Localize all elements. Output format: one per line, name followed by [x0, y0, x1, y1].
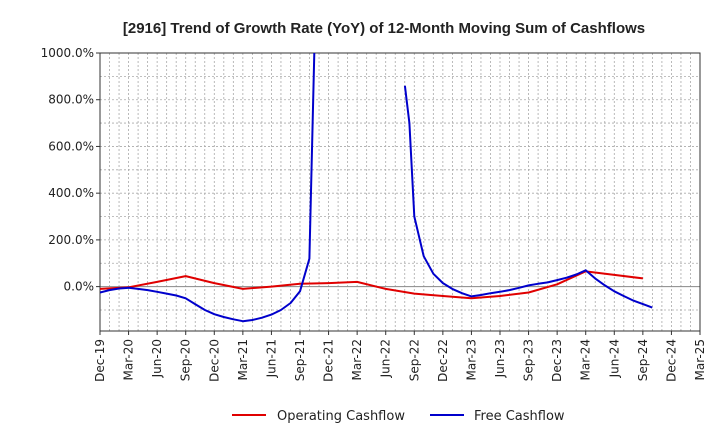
axes: 1000.0% 800.0% 600.0% 400.0% 200.0% 0.0% Dec-1…: [41, 46, 707, 382]
x-tick-label: Sep-20: [179, 339, 193, 381]
plot-frame: [99, 52, 701, 332]
x-tick-label: Mar-23: [464, 339, 478, 380]
x-tick-label: Sep-21: [293, 339, 307, 381]
x-tick-label: Dec-19: [93, 339, 107, 382]
x-tick-label: Mar-22: [350, 339, 364, 380]
series-line-free-cashflow: [100, 53, 653, 323]
chart-title: [2916] Trend of Growth Rate (YoY) of 12-…: [123, 20, 645, 37]
x-tick-label: Sep-23: [522, 339, 536, 381]
x-tick-label: Mar-25: [693, 339, 707, 380]
x-tick-label: Mar-24: [579, 339, 593, 380]
y-tick-label: 0.0%: [64, 280, 95, 294]
x-tick-label: Jun-20: [150, 339, 164, 378]
legend-label-operating-cashflow: Operating Cashflow: [277, 409, 405, 424]
x-tick-label: Jun-23: [493, 339, 507, 378]
series-line-operating-cashflow: [100, 270, 644, 300]
x-tick-label: Sep-22: [407, 339, 421, 381]
x-tick-label: Dec-20: [207, 339, 221, 382]
series-group: [100, 53, 653, 323]
legend-label-free-cashflow: Free Cashflow: [474, 409, 565, 424]
x-tick-label: Jun-22: [379, 339, 393, 378]
x-tick-label: Dec-23: [550, 339, 564, 382]
y-tick-label: 800.0%: [48, 93, 94, 107]
x-tick-label: Sep-24: [636, 339, 650, 381]
y-tick-label: 1000.0%: [41, 46, 94, 60]
legend: Operating Cashflow Free Cashflow: [232, 409, 565, 424]
y-tick-label: 400.0%: [48, 186, 94, 200]
x-tick-label: Mar-20: [122, 339, 136, 380]
x-tick-label: Mar-21: [236, 339, 250, 380]
x-tick-label: Jun-21: [264, 339, 278, 378]
x-tick-label: Dec-21: [322, 339, 336, 382]
y-tick-label: 600.0%: [48, 139, 94, 153]
x-tick-label: Dec-22: [436, 339, 450, 382]
x-tick-label: Dec-24: [664, 339, 678, 382]
y-tick-label: 200.0%: [48, 233, 94, 247]
x-tick-label: Jun-24: [607, 339, 621, 378]
